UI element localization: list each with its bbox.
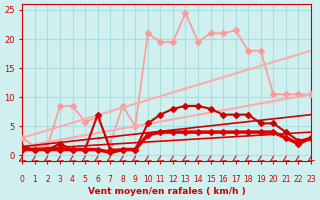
X-axis label: Vent moyen/en rafales ( km/h ): Vent moyen/en rafales ( km/h ) (88, 187, 245, 196)
